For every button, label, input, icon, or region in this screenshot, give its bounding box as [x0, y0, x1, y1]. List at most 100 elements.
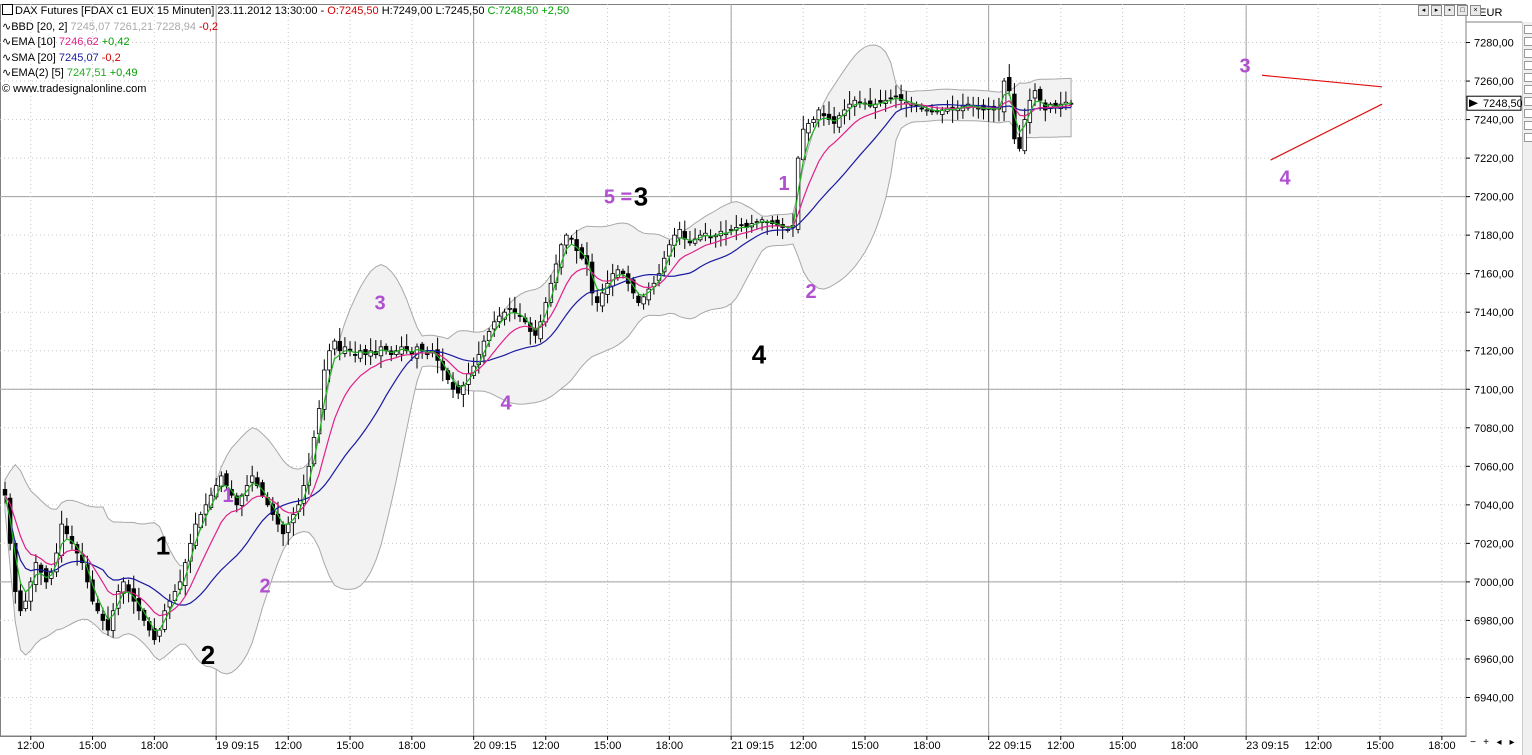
candle-body — [754, 221, 760, 224]
zoom-controls: − + ◂ ▸ — [1468, 737, 1517, 748]
close-icon[interactable]: × — [1470, 5, 1481, 16]
indicator-label: SMA [20] — [11, 51, 56, 64]
candle-body — [924, 109, 930, 112]
minimize-icon[interactable]: ▪ — [1444, 5, 1455, 16]
candle-body — [1037, 88, 1043, 101]
maximize-icon[interactable]: □ — [1457, 5, 1468, 16]
y-tick-label: 7060,00 — [1474, 461, 1514, 473]
zoom-out-icon[interactable]: − — [1470, 737, 1476, 748]
indicator-change: -0,2 — [199, 20, 218, 33]
candle-body — [569, 237, 574, 240]
scroll-left-icon[interactable]: ◂ — [1496, 737, 1502, 748]
y-tick-label: 6940,00 — [1474, 692, 1514, 704]
candle-body — [18, 590, 23, 612]
copyright: © www.tradesignalonline.com — [2, 82, 147, 95]
toolbar-button[interactable] — [1524, 121, 1532, 130]
instrument-marker — [2, 4, 13, 15]
indicator-sma20: ∿SMA [20] 7245,07 -0,2 — [2, 51, 121, 64]
candle-body — [512, 308, 518, 313]
candle-body — [33, 562, 39, 585]
y-tick-label: 7260,00 — [1474, 76, 1514, 88]
toolbar-button[interactable] — [1524, 109, 1532, 118]
x-tick-label: 18:00 — [141, 740, 169, 752]
candle-body — [620, 270, 626, 275]
triangle-pattern — [1261, 74, 1383, 161]
candle-body — [249, 475, 255, 483]
candle-body — [95, 602, 100, 612]
candle-body — [28, 581, 33, 602]
y-tick-label: 7100,00 — [1474, 384, 1514, 396]
x-tick-label: 15:00 — [594, 740, 622, 752]
zoom-in-icon[interactable]: + — [1483, 737, 1489, 748]
x-tick-label: 15:00 — [79, 740, 107, 752]
y-tick-label: 7180,00 — [1474, 230, 1514, 242]
candle-body — [847, 103, 852, 109]
candle-body — [100, 613, 106, 621]
wave-label: 3 — [374, 293, 385, 315]
candle-body — [363, 349, 368, 355]
x-tick-label: 15:00 — [336, 740, 364, 752]
toolbar-button[interactable] — [1524, 85, 1532, 94]
candle-body — [641, 296, 646, 305]
scroll-right-icon[interactable]: ▸ — [1509, 737, 1515, 748]
candle-body — [811, 119, 816, 123]
candle-body — [1017, 137, 1022, 149]
y-tick-label: 7040,00 — [1474, 500, 1514, 512]
candle-body — [239, 494, 245, 506]
y-tick-label: 7240,00 — [1474, 115, 1514, 127]
bollinger-band-area — [4, 44, 1072, 675]
scroll-left-icon[interactable]: ◂ — [1418, 5, 1429, 16]
candle-body — [919, 107, 924, 110]
candle-body — [1043, 102, 1048, 111]
candle-body — [646, 288, 651, 301]
candle-body — [564, 234, 569, 246]
candle-body — [857, 101, 863, 104]
toolbar-button[interactable] — [1524, 37, 1532, 46]
toolbar-button[interactable] — [1524, 97, 1532, 106]
candle-body — [337, 340, 342, 352]
candle-body — [126, 584, 131, 592]
candle-body — [193, 523, 198, 546]
candle-body — [507, 307, 512, 310]
open: O:7245,50 — [327, 5, 379, 17]
chart-title: DAX Futures [FDAX c1 EUX 15 Minuten] 23.… — [15, 5, 328, 17]
axes: 6940,00 6960,00 6980,00 7000,00 7020,00 7040,… — [0, 7, 1523, 752]
candle-body — [152, 628, 157, 641]
candle-body — [1007, 76, 1012, 92]
x-tick-label: 12:00 — [532, 740, 560, 752]
candle-body — [852, 99, 857, 107]
high: H:7249,00 — [381, 5, 433, 17]
legend: DAX Futures [FDAX c1 EUX 15 Minuten] 23.… — [2, 4, 569, 97]
scroll-right-icon[interactable]: ▸ — [1431, 5, 1442, 16]
ema2-line — [4, 91, 1072, 632]
candle-body — [286, 523, 291, 533]
toolbar-button[interactable] — [1524, 73, 1532, 82]
x-tick-label: 20 09:15 — [474, 740, 517, 752]
candle-body — [358, 350, 363, 359]
low: L:7245,50 — [435, 5, 485, 17]
toolbar-button[interactable] — [1524, 25, 1532, 34]
candle-body — [368, 350, 373, 357]
y-tick-label: 7220,00 — [1474, 153, 1514, 165]
candle-body — [497, 315, 502, 323]
toolbar-button[interactable] — [1524, 61, 1532, 70]
candle-body — [492, 321, 497, 330]
candle-body — [898, 94, 904, 101]
indicator-values: 7245,07 — [58, 51, 99, 64]
candle-body — [203, 504, 209, 515]
x-tick-label: 18:00 — [398, 740, 426, 752]
last-price-marker — [1469, 99, 1478, 108]
candle-body — [105, 618, 111, 631]
candle-body — [538, 321, 543, 340]
y-tick-label: 7280,00 — [1474, 38, 1514, 50]
y-tick-label: 6980,00 — [1474, 615, 1514, 627]
wave-label: 3 — [1239, 56, 1250, 78]
triangle-lower-line — [1270, 103, 1383, 161]
candle-body — [38, 564, 44, 573]
candle-body — [893, 95, 899, 98]
toolbar-button[interactable] — [1524, 49, 1532, 58]
toolbar-button[interactable] — [1524, 133, 1532, 142]
wave-label: 5 = — [604, 187, 632, 209]
candle-body — [806, 123, 811, 134]
